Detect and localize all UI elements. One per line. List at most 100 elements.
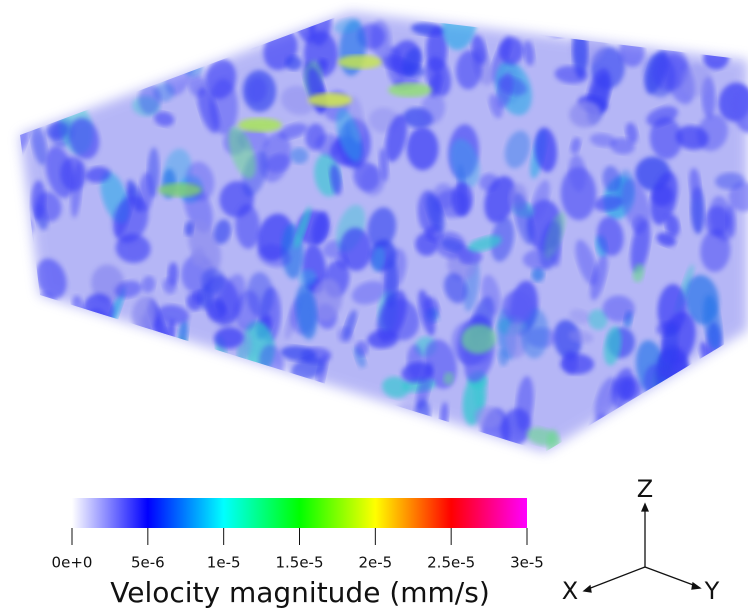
structure: [689, 386, 722, 414]
structure: [602, 165, 621, 193]
structure: [593, 195, 624, 212]
structure: [563, 350, 578, 374]
structure: [539, 220, 562, 270]
structure: [197, 87, 220, 133]
structure: [546, 17, 573, 38]
structure: [88, 423, 120, 445]
structure: [326, 401, 338, 435]
structure: [560, 167, 597, 221]
y-axis: [644, 566, 697, 587]
structure: [141, 380, 157, 409]
structure: [20, 21, 48, 44]
structure: [257, 244, 291, 268]
structure: [637, 12, 660, 25]
structure: [338, 55, 382, 69]
structure: [589, 133, 617, 148]
x-axis: [587, 566, 646, 590]
arrowhead: [691, 581, 702, 590]
structure: [610, 137, 635, 155]
structure: [30, 180, 46, 221]
structure: [603, 326, 622, 366]
structure: [295, 284, 318, 340]
structure: [553, 319, 582, 360]
structure: [385, 114, 408, 162]
structure: [382, 376, 410, 399]
structure: [474, 406, 502, 429]
structure: [733, 360, 745, 383]
structure: [36, 258, 67, 300]
tick-label: 2e-5: [358, 554, 392, 572]
structure: [339, 227, 372, 271]
structure: [336, 108, 362, 162]
structure: [655, 417, 684, 432]
structure: [526, 427, 557, 446]
structure: [420, 93, 446, 125]
structure: [497, 76, 527, 96]
structure: [260, 426, 274, 452]
colorbar-title: Velocity magnitude (mm/s): [110, 576, 490, 609]
structure: [158, 183, 202, 197]
structure: [479, 173, 499, 192]
structure: [575, 239, 598, 286]
structure: [285, 55, 302, 71]
structure: [170, 362, 206, 387]
structure: [523, 40, 535, 66]
structure: [731, 87, 748, 133]
structure: [654, 397, 688, 422]
structure: [569, 100, 602, 128]
structure: [95, 12, 128, 46]
structure: [238, 118, 282, 132]
structure: [20, 214, 35, 239]
structure: [568, 330, 594, 344]
structure: [497, 349, 508, 367]
structure: [190, 406, 223, 421]
structure: [35, 31, 48, 69]
structure: [85, 166, 111, 183]
structure: [73, 375, 104, 422]
structure: [21, 63, 46, 77]
structure: [691, 400, 727, 452]
structure: [490, 216, 514, 262]
structure: [184, 221, 194, 236]
structure: [131, 296, 157, 332]
structure: [163, 277, 177, 294]
structure: [367, 207, 397, 249]
structure: [39, 361, 60, 391]
structure: [235, 204, 260, 249]
structure: [173, 384, 206, 425]
structure: [461, 324, 497, 354]
structure: [290, 147, 309, 164]
structure: [294, 206, 311, 249]
structure: [401, 362, 433, 383]
structure: [334, 18, 360, 34]
structure: [681, 63, 712, 97]
structure: [242, 12, 271, 47]
structure: [531, 179, 550, 221]
structure: [685, 12, 710, 31]
structure: [32, 52, 64, 92]
structure: [712, 426, 722, 440]
structure: [154, 111, 175, 127]
structure: [639, 393, 667, 432]
colorbar-ticks: 0e+0 5e-6 1e-5 1.5e-5 2e-5 2.5e-5 3e-5: [52, 528, 544, 572]
structure: [55, 76, 91, 110]
structure: [531, 267, 545, 282]
structure: [625, 122, 638, 144]
structure: [450, 138, 480, 188]
structure: [599, 12, 619, 26]
structure: [20, 102, 38, 117]
structure: [388, 83, 432, 97]
structure: [308, 93, 352, 107]
structure: [20, 410, 31, 426]
structure: [632, 263, 645, 283]
structure: [71, 364, 88, 391]
structure: [137, 362, 170, 409]
structure: [532, 12, 562, 33]
structure: [269, 399, 303, 441]
structure: [451, 182, 473, 217]
structure: [264, 421, 298, 446]
structure: [735, 12, 748, 56]
colorbar: [72, 498, 527, 528]
structure: [351, 281, 387, 305]
